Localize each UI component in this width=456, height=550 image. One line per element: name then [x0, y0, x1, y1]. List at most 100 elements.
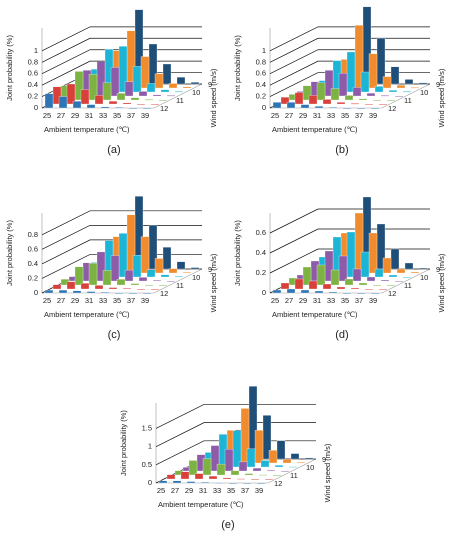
- bar: [304, 457, 314, 460]
- x-tick-label: 33: [213, 486, 221, 495]
- bar: [110, 67, 120, 97]
- bar: [300, 289, 310, 294]
- bar: [222, 477, 232, 480]
- bar: [316, 264, 326, 286]
- bar: [322, 283, 332, 290]
- bar: [266, 470, 276, 472]
- bar: [150, 103, 160, 105]
- bar: [154, 73, 164, 89]
- bar: [366, 276, 376, 282]
- bar: [150, 288, 160, 290]
- bar: [368, 53, 378, 89]
- bar: [72, 100, 82, 109]
- x-tick-label: 39: [141, 111, 149, 120]
- bar: [370, 107, 380, 109]
- bar: [336, 102, 346, 105]
- x-tick-label: 39: [255, 486, 263, 495]
- chart-panel: 0 0.5 1 1.5 9 10 11 12 25 27 29 31 33 35 37 39 Ambient t…: [119, 386, 332, 531]
- y-axis-label: Joint probability (%): [5, 220, 14, 286]
- bar: [258, 474, 268, 476]
- grid-line: [41, 239, 202, 265]
- bar: [250, 478, 260, 480]
- bar: [370, 292, 380, 294]
- bar: [300, 104, 310, 109]
- bar: [260, 460, 270, 468]
- bar: [144, 284, 154, 286]
- bar: [102, 82, 112, 101]
- bar: [382, 76, 392, 89]
- bar: [290, 453, 300, 460]
- bar: [100, 292, 110, 294]
- bar: [396, 268, 406, 274]
- bar: [162, 247, 172, 270]
- bar: [286, 288, 296, 294]
- y-axis-label: Joint probability (%): [233, 35, 242, 101]
- chart-panel: 0 0.2 0.4 0.6 0.8 9 10 11 12 25 27 29 31 33 35 37 39 Ambi…: [5, 196, 218, 341]
- bar: [360, 71, 370, 93]
- z-axis-label: Wind speed (m/s): [209, 253, 218, 312]
- bar: [72, 290, 82, 294]
- x-axis-label: Ambient temperature (℃): [44, 125, 130, 134]
- chart-panel: 0 0.2 0.4 0.6 0.8 1 9 10 11 12 25 27 29 31 33 35 37 39 Amb…: [5, 9, 218, 156]
- bar: [132, 66, 142, 93]
- bar: [136, 103, 146, 105]
- depth-label: 10: [420, 88, 428, 97]
- bar: [168, 268, 178, 274]
- bar: [158, 480, 168, 484]
- bar: [66, 83, 76, 105]
- depth-label: 11: [176, 96, 184, 105]
- bar: [338, 255, 348, 282]
- bar: [358, 282, 368, 286]
- bar: [302, 266, 312, 286]
- x-tick-label: 25: [271, 111, 279, 120]
- x-tick-label: 37: [127, 111, 135, 120]
- bar: [114, 107, 124, 109]
- bar: [138, 277, 148, 282]
- y-tick-label: 1: [148, 442, 152, 451]
- bar: [66, 281, 76, 290]
- bar: [168, 83, 178, 89]
- x-tick-label: 35: [227, 486, 235, 495]
- depth-label: 12: [388, 289, 396, 298]
- depth-label: 11: [176, 281, 184, 290]
- bar: [274, 465, 284, 468]
- bar: [80, 283, 90, 290]
- bar: [172, 480, 182, 484]
- bar: [378, 288, 388, 290]
- x-tick-label: 35: [113, 111, 121, 120]
- bar: [268, 450, 278, 464]
- bar: [404, 79, 414, 85]
- bar: [190, 267, 200, 270]
- bar: [356, 107, 366, 109]
- bar: [346, 231, 356, 278]
- bar: [80, 89, 90, 105]
- x-tick-label: 37: [355, 296, 363, 305]
- x-tick-label: 33: [327, 111, 335, 120]
- grid-line: [155, 422, 316, 447]
- bar: [154, 258, 164, 274]
- bar: [124, 269, 134, 282]
- bar: [330, 88, 340, 101]
- bar: [74, 266, 84, 286]
- bar: [338, 72, 348, 97]
- bar: [228, 482, 238, 484]
- x-axis-label: Ambient temperature (℃): [272, 310, 358, 319]
- bar: [404, 262, 414, 270]
- bar: [162, 63, 172, 85]
- bar: [280, 96, 290, 105]
- bar: [100, 106, 110, 109]
- depth-label: 12: [274, 479, 282, 488]
- bar: [314, 106, 324, 109]
- bar: [342, 107, 352, 109]
- bar: [280, 282, 290, 290]
- bar: [294, 92, 304, 105]
- y-tick-label: 0.6: [28, 244, 38, 253]
- y-tick-label: 1.5: [142, 423, 152, 432]
- bar: [418, 267, 428, 270]
- grid-line: [41, 225, 202, 250]
- x-tick-label: 35: [341, 111, 349, 120]
- bar: [160, 274, 170, 278]
- bar: [372, 284, 382, 286]
- bar: [208, 475, 218, 480]
- x-tick-label: 25: [157, 486, 165, 495]
